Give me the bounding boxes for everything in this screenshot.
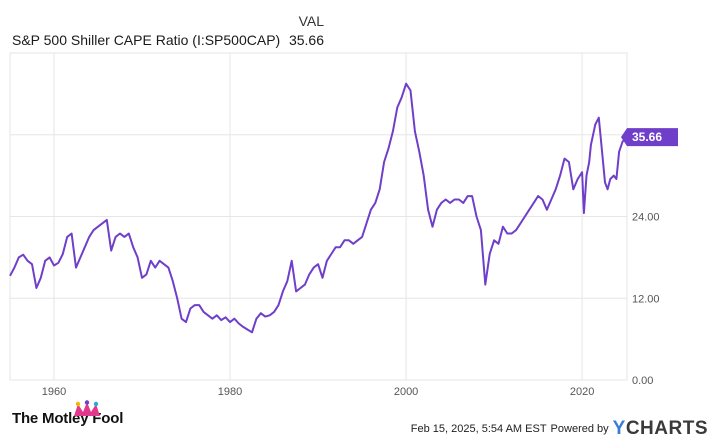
motley-fool-logo: The Motley Fool	[12, 410, 123, 427]
y-tick-label: 0.00	[632, 375, 653, 387]
legend-series-value: 35.66	[288, 32, 324, 48]
footer-powered-by: Powered by	[550, 423, 609, 435]
x-tick-label: 2020	[570, 386, 594, 398]
legend-series-name: S&P 500 Shiller CAPE Ratio (I:SP500CAP)	[12, 32, 281, 48]
y-tick-label: 24.00	[632, 212, 660, 224]
legend-column-header: VAL	[298, 13, 324, 29]
footer-timestamp: Feb 15, 2025, 5:54 AM EST	[410, 423, 547, 435]
jester-hat-icon	[74, 400, 100, 416]
ycharts-logo-text: CHARTS	[625, 418, 708, 439]
y-tick-label: 12.00	[632, 293, 660, 305]
footer-credits: Feb 15, 2025, 5:54 AM EST Powered by YCH…	[411, 418, 708, 440]
last-value-label: 35.66	[632, 130, 662, 144]
x-tick-label: 1980	[218, 386, 242, 398]
x-tick-label: 1960	[42, 386, 66, 398]
last-value-badge	[621, 128, 678, 147]
ycharts-logo-y: Y	[612, 418, 626, 439]
series-line-cape-ratio	[9, 82, 628, 334]
x-tick-label: 2000	[394, 386, 418, 398]
ycharts-logo: YCHARTS	[613, 418, 708, 440]
motley-fool-brand-text: The Motley Fool	[12, 410, 124, 427]
